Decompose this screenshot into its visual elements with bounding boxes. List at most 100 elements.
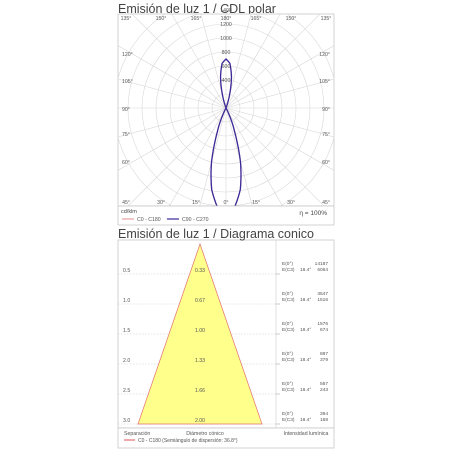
- half-angle-label: 18.4°: [300, 417, 311, 423]
- polar-spoke: [118, 78, 227, 109]
- side-angle-label-left: 75°: [122, 132, 130, 138]
- bottom-angle-label: 15°: [192, 200, 200, 206]
- polar-spoke: [225, 45, 334, 109]
- polar-labels: 1400 1200 1000 800 600 400 135° 150° 165° 180° 165…: [121, 8, 332, 206]
- radial-tick-label: 800: [222, 50, 231, 56]
- distance-label: 3.0: [123, 418, 130, 424]
- distance-label: 1.5: [123, 328, 130, 334]
- legend-label-c90: C90 - C270: [182, 217, 209, 223]
- diameter-label: 0.33: [195, 268, 205, 274]
- polar-spoke: [225, 14, 321, 109]
- polar-spoke: [199, 107, 227, 206]
- ec3-value: 1516: [317, 297, 328, 303]
- legend-label-c0: C0 - C180: [137, 217, 161, 223]
- efficiency-label: η = 100%: [299, 210, 327, 217]
- side-angle-label-right: 105°: [319, 79, 330, 85]
- distance-label: 0.5: [123, 268, 130, 274]
- e0-value: 3547: [317, 291, 328, 297]
- diameter-label: 2.00: [195, 418, 205, 424]
- ec3-label: E(C3): [282, 267, 295, 273]
- e0-label: E(0°): [282, 411, 293, 417]
- ec3-value: 379: [320, 357, 328, 363]
- polar-spoke: [225, 107, 334, 171]
- polar-legend-box: [117, 205, 335, 226]
- e0-value: 394: [320, 411, 328, 417]
- footer-intensity: Intensidad lumínica: [284, 431, 329, 437]
- ec3-value: 168: [320, 417, 328, 423]
- polar-spoke: [118, 107, 227, 171]
- polar-curves: [210, 58, 242, 214]
- diameter-label: 1.33: [195, 358, 205, 364]
- side-angle-label-left: 120°: [122, 52, 133, 58]
- side-angle-label-left: 90°: [122, 107, 130, 113]
- radial-tick-label: 1000: [220, 36, 232, 42]
- unit-label: cd/klm: [121, 209, 137, 215]
- footer-diameter: Diámetro cónico: [186, 431, 224, 437]
- e0-label: E(0°): [282, 351, 293, 357]
- radial-tick-label: 600: [222, 64, 231, 70]
- polar-spoke: [200, 14, 227, 109]
- diameter-label: 1.00: [195, 328, 205, 334]
- half-angle-label: 18.4°: [300, 327, 311, 333]
- polar-spoke: [118, 107, 227, 138]
- radial-tick-label: 1400: [220, 8, 232, 14]
- top-angle-label: 150°: [156, 16, 167, 22]
- side-angle-label-right: 90°: [322, 107, 330, 113]
- ec3-value: 6064: [317, 267, 328, 273]
- polar-spoke: [225, 107, 253, 206]
- distance-label: 2.0: [123, 358, 130, 364]
- top-angle-label: 135°: [121, 16, 132, 22]
- e0-label: E(0°): [282, 321, 293, 327]
- polar-spoke: [225, 14, 252, 109]
- polar-title: Emisión de luz 1 / CDL polar: [118, 2, 276, 16]
- polar-spoke: [127, 107, 227, 206]
- cone-legend-box: [117, 427, 335, 449]
- e0-value: 1576: [317, 321, 328, 327]
- radial-tick-label: 1200: [220, 22, 232, 28]
- e0-label: E(0°): [282, 381, 293, 387]
- bottom-angle-label: 45°: [322, 200, 330, 206]
- polar-spoke: [118, 45, 227, 109]
- side-angle-label-right: 75°: [322, 132, 330, 138]
- bottom-angle-label: 30°: [157, 200, 165, 206]
- distance-label: 2.5: [123, 388, 130, 394]
- distance-label: 1.0: [123, 298, 130, 304]
- radial-tick-label: 400: [222, 78, 231, 84]
- bottom-angle-label: 30°: [287, 200, 295, 206]
- footer-separation: Separación: [124, 431, 150, 437]
- cone-legend-text: C0 - C180 (Semiángulo de dispersión: 36.…: [138, 438, 238, 444]
- polar-grid: [118, 14, 334, 206]
- top-angle-label: 150°: [286, 16, 297, 22]
- ec3-label: E(C3): [282, 387, 295, 393]
- cone-triangle: [137, 242, 263, 425]
- side-angle-label-right: 120°: [319, 52, 330, 58]
- polar-spoke: [169, 107, 227, 206]
- diameter-label: 1.66: [195, 388, 205, 394]
- half-angle-label: 18.4°: [300, 357, 311, 363]
- cone-title: Emisión de luz 1 / Diagrama conico: [118, 227, 314, 241]
- ec3-value: 674: [320, 327, 328, 333]
- e0-value: 14187: [315, 261, 329, 267]
- side-angle-label-right: 60°: [322, 160, 330, 166]
- polar-spoke: [225, 107, 283, 206]
- e0-value: 887: [320, 351, 328, 357]
- polar-curve-c90-c270: [210, 58, 242, 214]
- diameter-label: 0.67: [195, 298, 205, 304]
- ec3-value: 243: [320, 387, 328, 393]
- e0-value: 567: [320, 381, 328, 387]
- half-angle-label: 18.4°: [300, 267, 311, 273]
- ec3-label: E(C3): [282, 417, 295, 423]
- side-angle-label-left: 105°: [122, 79, 133, 85]
- bottom-angle-label: 45°: [122, 200, 130, 206]
- top-angle-label: 180°: [221, 16, 232, 22]
- top-angle-label: 135°: [321, 16, 332, 22]
- polar-spoke: [225, 78, 334, 109]
- top-angle-label: 165°: [251, 16, 262, 22]
- polar-spoke: [225, 107, 334, 138]
- bottom-angle-label: 0°: [224, 200, 229, 206]
- polar-spoke: [225, 14, 281, 109]
- side-angle-label-left: 60°: [122, 160, 130, 166]
- polar-spoke: [225, 107, 325, 206]
- polar-spoke: [171, 14, 227, 109]
